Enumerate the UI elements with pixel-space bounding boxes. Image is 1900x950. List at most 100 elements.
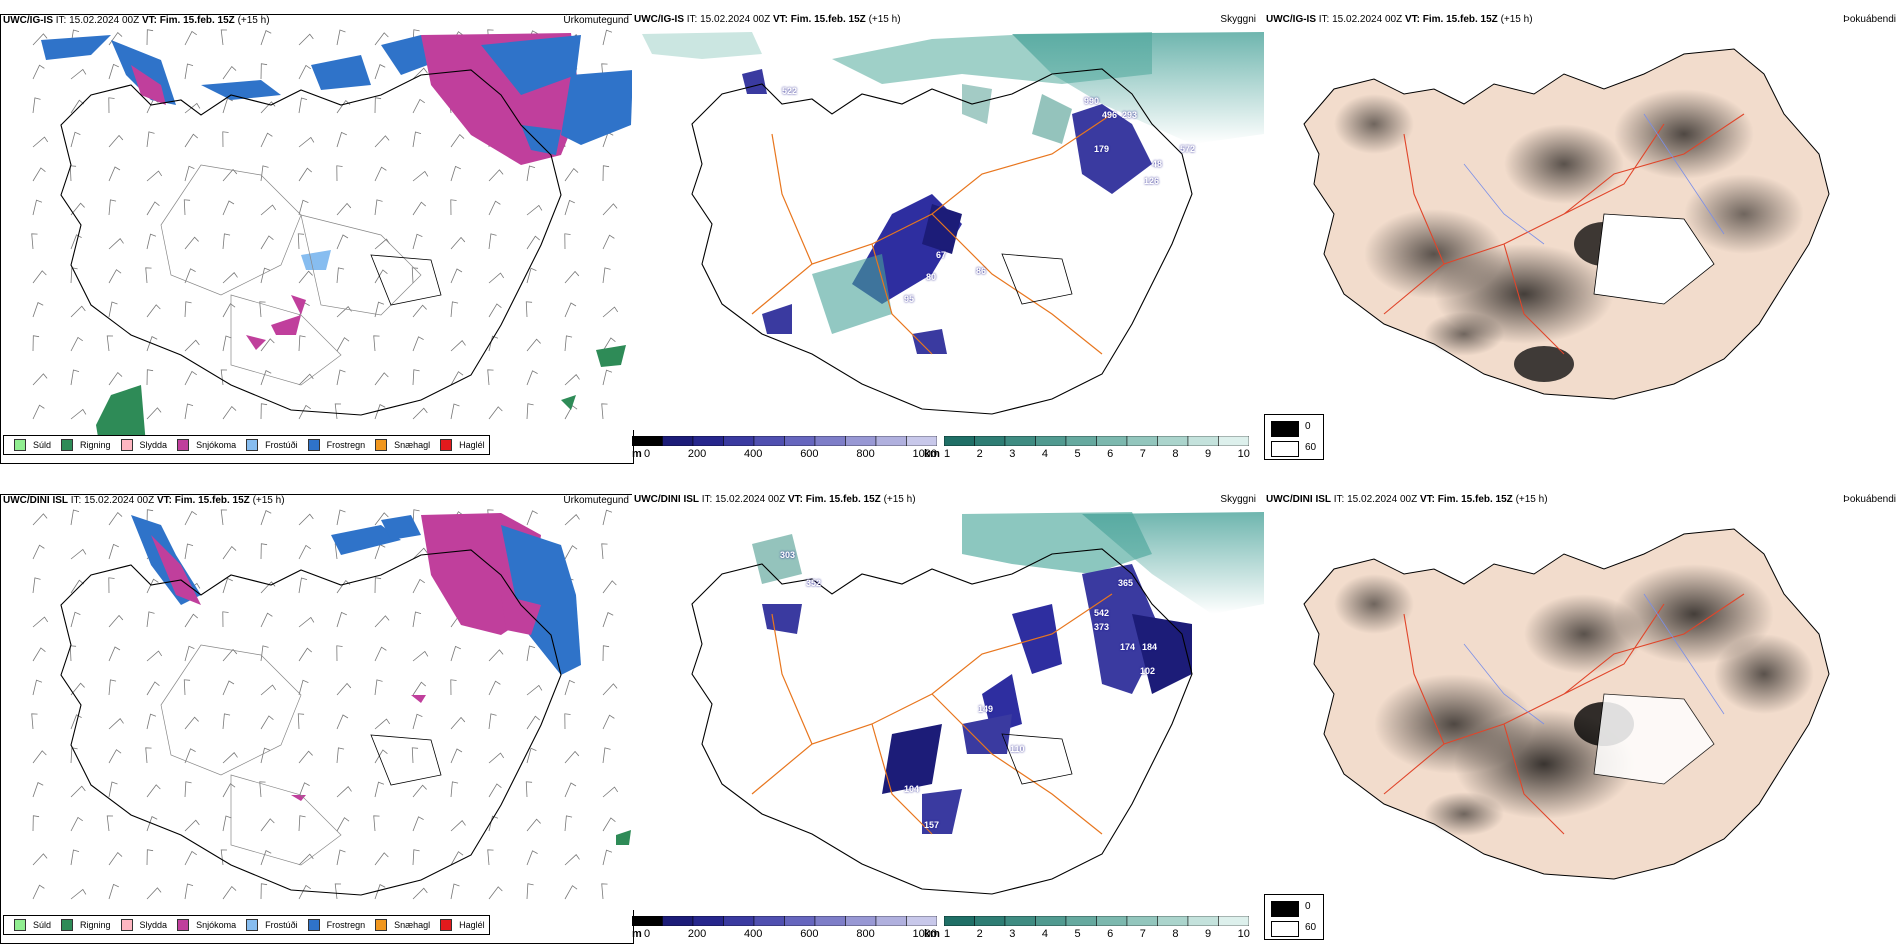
- wind-barb: [32, 373, 48, 386]
- wind-barb: [336, 645, 343, 662]
- wind-barb: [488, 886, 503, 900]
- fog-shading: [1334, 89, 1804, 382]
- colorbar-step: [845, 916, 877, 926]
- wind-barb: [526, 747, 537, 764]
- wind-barb: [146, 369, 154, 386]
- cloud-value: 184: [1142, 642, 1158, 652]
- wind-barb: [222, 783, 236, 798]
- wind-barb: [146, 816, 158, 832]
- wind-barb: [70, 369, 80, 386]
- legend-swatch: [246, 919, 259, 931]
- wind-barb: [336, 817, 350, 832]
- wind-barb: [108, 543, 119, 560]
- precip-map-bottom: [1, 495, 633, 943]
- wind-barb: [222, 611, 229, 628]
- wind-barb: [108, 199, 117, 216]
- panel-title: Úrkomutegund: [563, 495, 629, 506]
- wind-barb: [32, 33, 48, 46]
- wind-barb: [374, 32, 389, 46]
- wind-barb: [374, 301, 385, 318]
- cloud-value: 95: [904, 294, 915, 304]
- wind-barb: [32, 616, 49, 628]
- wind-barb: [184, 850, 197, 866]
- fog-indicator-panel-bottom: UWC/DINI ISL IT: 15.02.2024 00Z VT: Fim.…: [1264, 494, 1900, 942]
- wind-barb: [184, 165, 195, 182]
- wind-barb: [184, 883, 194, 900]
- wind-barb: [222, 303, 236, 318]
- wind-barb: [526, 510, 538, 526]
- wind-barb: [336, 234, 349, 250]
- wind-barb: [70, 99, 85, 114]
- wind-barb: [184, 236, 199, 250]
- wind-barb: [32, 513, 48, 526]
- wind-barb: [32, 167, 46, 182]
- fog-indicator-panel-top: UWC/IG-IS IT: 15.02.2024 00Z VT: Fim. 15…: [1264, 14, 1900, 462]
- wind-barb: [450, 403, 460, 420]
- wind-barb: [108, 269, 122, 284]
- legend-swatch: [440, 439, 453, 451]
- wind-barb: [374, 852, 389, 866]
- wind-barb: [298, 33, 314, 46]
- wind-barb: [602, 234, 615, 250]
- wind-barb: [450, 199, 457, 216]
- wind-barb: [32, 64, 45, 80]
- wind-barb: [450, 851, 464, 866]
- wind-barb: [526, 715, 541, 730]
- wind-barb: [146, 887, 162, 900]
- wind-barb: [298, 373, 314, 386]
- wind-barb: [450, 645, 461, 662]
- wind-barb: [146, 304, 161, 318]
- wind-barb: [374, 269, 388, 284]
- wind-barb: [260, 612, 273, 628]
- wind-barb: [70, 682, 85, 696]
- wind-barb: [70, 131, 81, 148]
- wind-barb: [260, 403, 268, 420]
- colorbar-step: [974, 916, 1006, 926]
- wind-barb: [336, 611, 347, 628]
- wind-barb: [146, 336, 158, 352]
- wind-barb: [488, 272, 505, 284]
- wind-barb: [108, 851, 123, 866]
- legend-swatch: [375, 439, 388, 451]
- wind-barb: [602, 306, 619, 318]
- wind-barb: [184, 645, 195, 662]
- wind-barb: [488, 200, 501, 216]
- wind-barb: [146, 170, 163, 182]
- wind-barb: [412, 713, 423, 730]
- legend-swatch: [14, 919, 26, 931]
- wind-barb: [602, 645, 610, 662]
- wind-barb: [602, 786, 619, 798]
- wind-barb: [374, 749, 388, 764]
- wind-barb: [32, 97, 41, 114]
- wind-barb: [70, 714, 82, 730]
- wind-barb: [298, 404, 311, 420]
- wind-barb: [260, 204, 277, 216]
- cloud-value: 365: [1118, 578, 1134, 588]
- wind-barb: [260, 715, 274, 730]
- wind-barb: [564, 679, 575, 696]
- cloud-value: 104: [904, 784, 920, 794]
- wind-barb: [602, 747, 611, 764]
- wind-barb: [222, 752, 238, 764]
- wind-barb: [374, 166, 387, 182]
- wind-barb: [106, 335, 114, 352]
- wind-barb: [298, 270, 313, 284]
- wind-barb: [412, 407, 428, 420]
- cloud-value: 174: [1120, 642, 1136, 652]
- wind-barb: [32, 750, 47, 764]
- colorbar-step: [1035, 436, 1067, 446]
- wind-barb: [564, 374, 580, 386]
- wind-barb: [260, 235, 274, 250]
- precip-type-panel-bottom: UWC/DINI ISL IT: 15.02.2024 00Z VT: Fim.…: [0, 494, 634, 944]
- wind-barb: [146, 713, 157, 730]
- colorbar-step: [662, 916, 694, 926]
- wind-barb: [412, 201, 427, 216]
- wind-barb: [183, 679, 191, 696]
- visibility-colorbar-scale: [944, 436, 1249, 446]
- panel-title: Skyggni: [1220, 14, 1256, 25]
- wind-barb: [374, 135, 390, 148]
- cloud-areas: [742, 69, 1152, 354]
- wind-barb: [222, 200, 235, 216]
- wind-barb: [526, 684, 543, 696]
- wind-barb: [374, 781, 385, 798]
